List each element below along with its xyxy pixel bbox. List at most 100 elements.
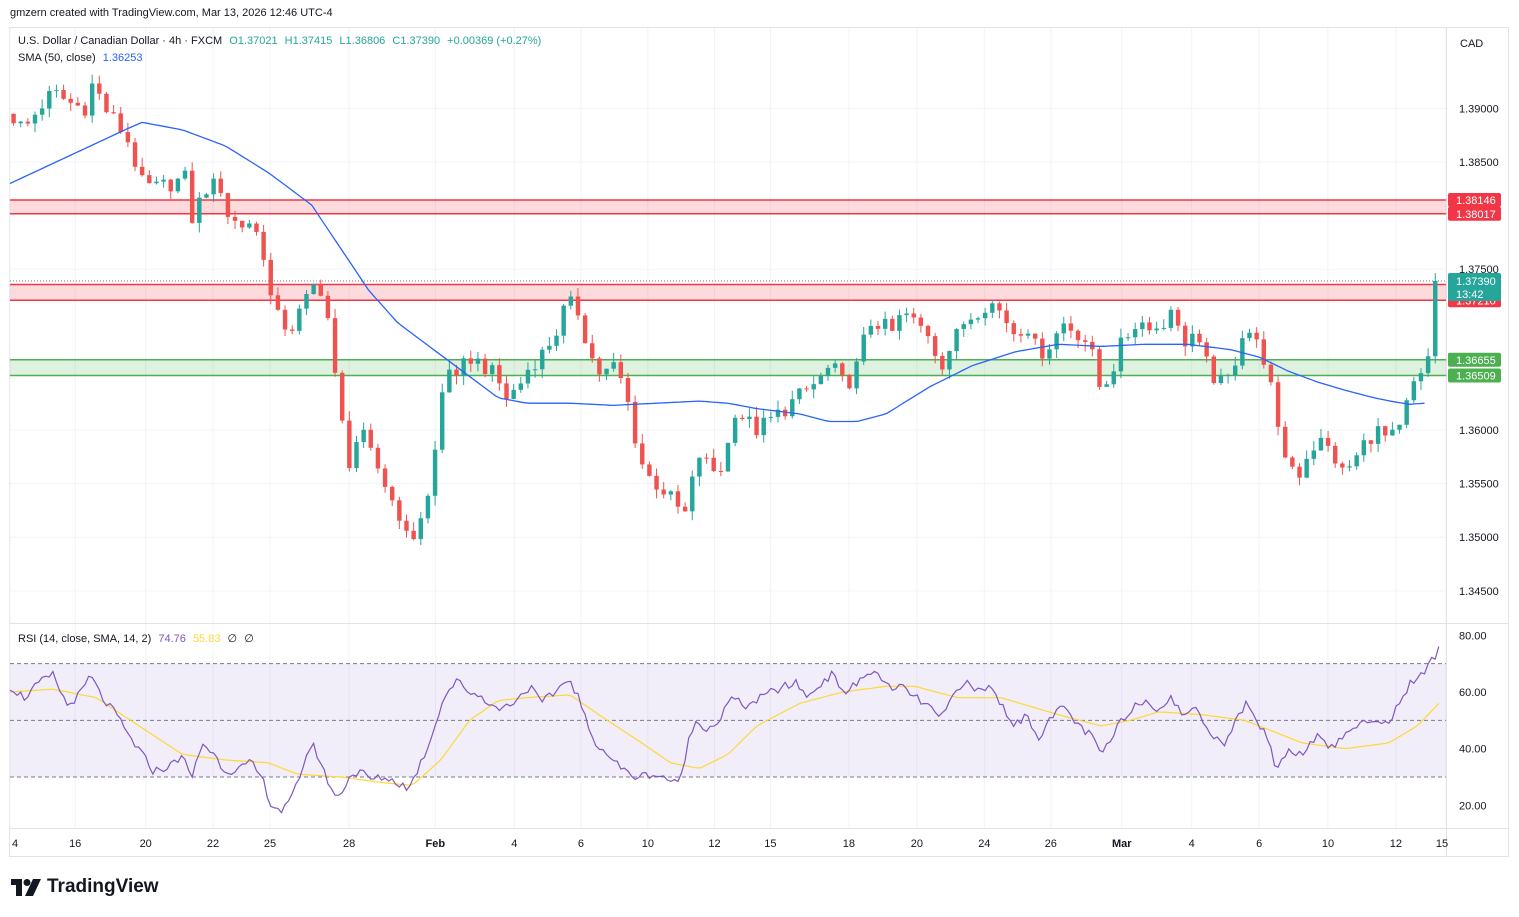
candle-up	[161, 179, 166, 182]
sma-value: 1.36253	[102, 52, 143, 64]
candle-up	[490, 365, 495, 375]
resistance-zone	[10, 199, 1446, 214]
candle-down	[1175, 309, 1181, 326]
candle-up	[197, 197, 202, 223]
zone-bottom-price-tag: 1.38017	[1456, 209, 1496, 221]
candle-down	[232, 216, 238, 221]
candle-up	[904, 313, 909, 316]
candle-up	[1433, 281, 1438, 357]
candle-down	[1004, 310, 1009, 324]
candle-down	[1082, 340, 1088, 342]
candle-up	[825, 367, 831, 376]
candle-down	[482, 358, 488, 375]
candle-down	[1325, 437, 1331, 446]
zone-bottom-price-tag-bg	[1448, 368, 1501, 383]
candle-up	[1425, 356, 1431, 374]
candle-up	[854, 361, 859, 389]
candle-down	[1261, 339, 1267, 365]
candle-down	[582, 315, 588, 344]
candle-up	[1061, 323, 1066, 334]
candle-down	[118, 113, 123, 133]
high-value: H1.37415	[284, 35, 333, 47]
candle-down	[704, 457, 709, 459]
time-tick-label: 6	[578, 838, 584, 850]
candle-down	[918, 317, 924, 326]
time-tick-label: 25	[264, 838, 276, 850]
candle-up	[954, 329, 959, 352]
candle-up	[947, 351, 952, 370]
candle-up	[775, 409, 781, 417]
time-tick-label: Feb	[426, 838, 446, 850]
candle-down	[1204, 342, 1209, 357]
candle-up	[1318, 437, 1324, 451]
candle-down	[125, 132, 131, 143]
time-tick-label: 12	[1390, 838, 1402, 850]
candle-down	[1032, 333, 1038, 339]
candle-down	[625, 377, 631, 402]
candle-up	[725, 442, 731, 472]
candle-down	[25, 121, 31, 124]
candle-down	[111, 112, 116, 114]
candle-up	[668, 491, 674, 495]
price-tick-label: 1.39000	[1459, 103, 1499, 115]
candle-down	[375, 447, 381, 469]
candle-down	[618, 362, 624, 378]
candle-down	[675, 491, 681, 507]
candle-up	[361, 429, 366, 443]
candle-up	[461, 358, 466, 376]
zone-top-price-tag-bg	[1448, 192, 1501, 207]
candle-down	[840, 363, 845, 375]
open-value: O1.37021	[229, 35, 278, 47]
candle-up	[304, 294, 309, 309]
candle-up	[18, 121, 23, 124]
candle-down	[1268, 364, 1274, 383]
time-tick-label: 20	[911, 838, 923, 850]
rsi-legend[interactable]: RSI (14, close, SMA, 14, 2) 74.76 55.83 …	[18, 632, 258, 645]
time-tick-label: 24	[978, 838, 990, 850]
candle-up	[568, 296, 574, 306]
time-tick-label: 4	[511, 838, 517, 850]
candle-up	[1025, 333, 1031, 336]
candle-up	[447, 369, 452, 393]
candle-down	[1383, 426, 1388, 436]
candle-up	[1218, 375, 1224, 384]
candle-down	[632, 401, 638, 444]
rsi-tick-label: 40.00	[1459, 744, 1487, 756]
candle-up	[540, 349, 545, 370]
candle-up	[247, 223, 252, 228]
candle-up	[975, 318, 981, 320]
candle-down	[740, 417, 745, 420]
price-tick-label: 1.38500	[1459, 157, 1499, 169]
candle-up	[1397, 424, 1402, 430]
candle-up	[1047, 349, 1052, 359]
candle-up	[1054, 333, 1059, 350]
price-tick-label: 1.35000	[1459, 532, 1499, 544]
candle-down	[754, 416, 759, 436]
candle-up	[32, 114, 38, 124]
candle-down	[1297, 466, 1302, 478]
sma-legend[interactable]: SMA (50, close) 1.36253	[18, 52, 146, 64]
candle-down	[1011, 323, 1016, 335]
time-tick-label: 18	[843, 838, 855, 850]
candle-down	[404, 520, 409, 531]
candle-up	[204, 194, 209, 198]
time-tick-label: 15	[764, 838, 776, 850]
ohlc-legend: U.S. Dollar / Canadian Dollar · 4h · FXC…	[18, 35, 545, 47]
chart-credit: gmzern created with TradingView.com, Mar…	[10, 7, 333, 19]
candle-down	[1018, 334, 1024, 336]
candle-down	[268, 259, 273, 296]
candle-up	[47, 91, 52, 109]
currency-label[interactable]: CAD	[1460, 38, 1484, 50]
candle-up	[1111, 371, 1116, 385]
symbol-label[interactable]: U.S. Dollar / Canadian Dollar · 4h · FXC…	[18, 35, 223, 47]
candle-down	[1147, 322, 1152, 331]
candle-down	[1333, 445, 1338, 464]
candle-down	[654, 475, 659, 490]
candle-up	[1132, 329, 1138, 338]
candle-down	[782, 409, 788, 417]
rsi-extra2: ∅	[244, 633, 254, 645]
candle-up	[747, 416, 752, 420]
candle-up	[211, 178, 216, 195]
candle-down	[1275, 382, 1281, 427]
